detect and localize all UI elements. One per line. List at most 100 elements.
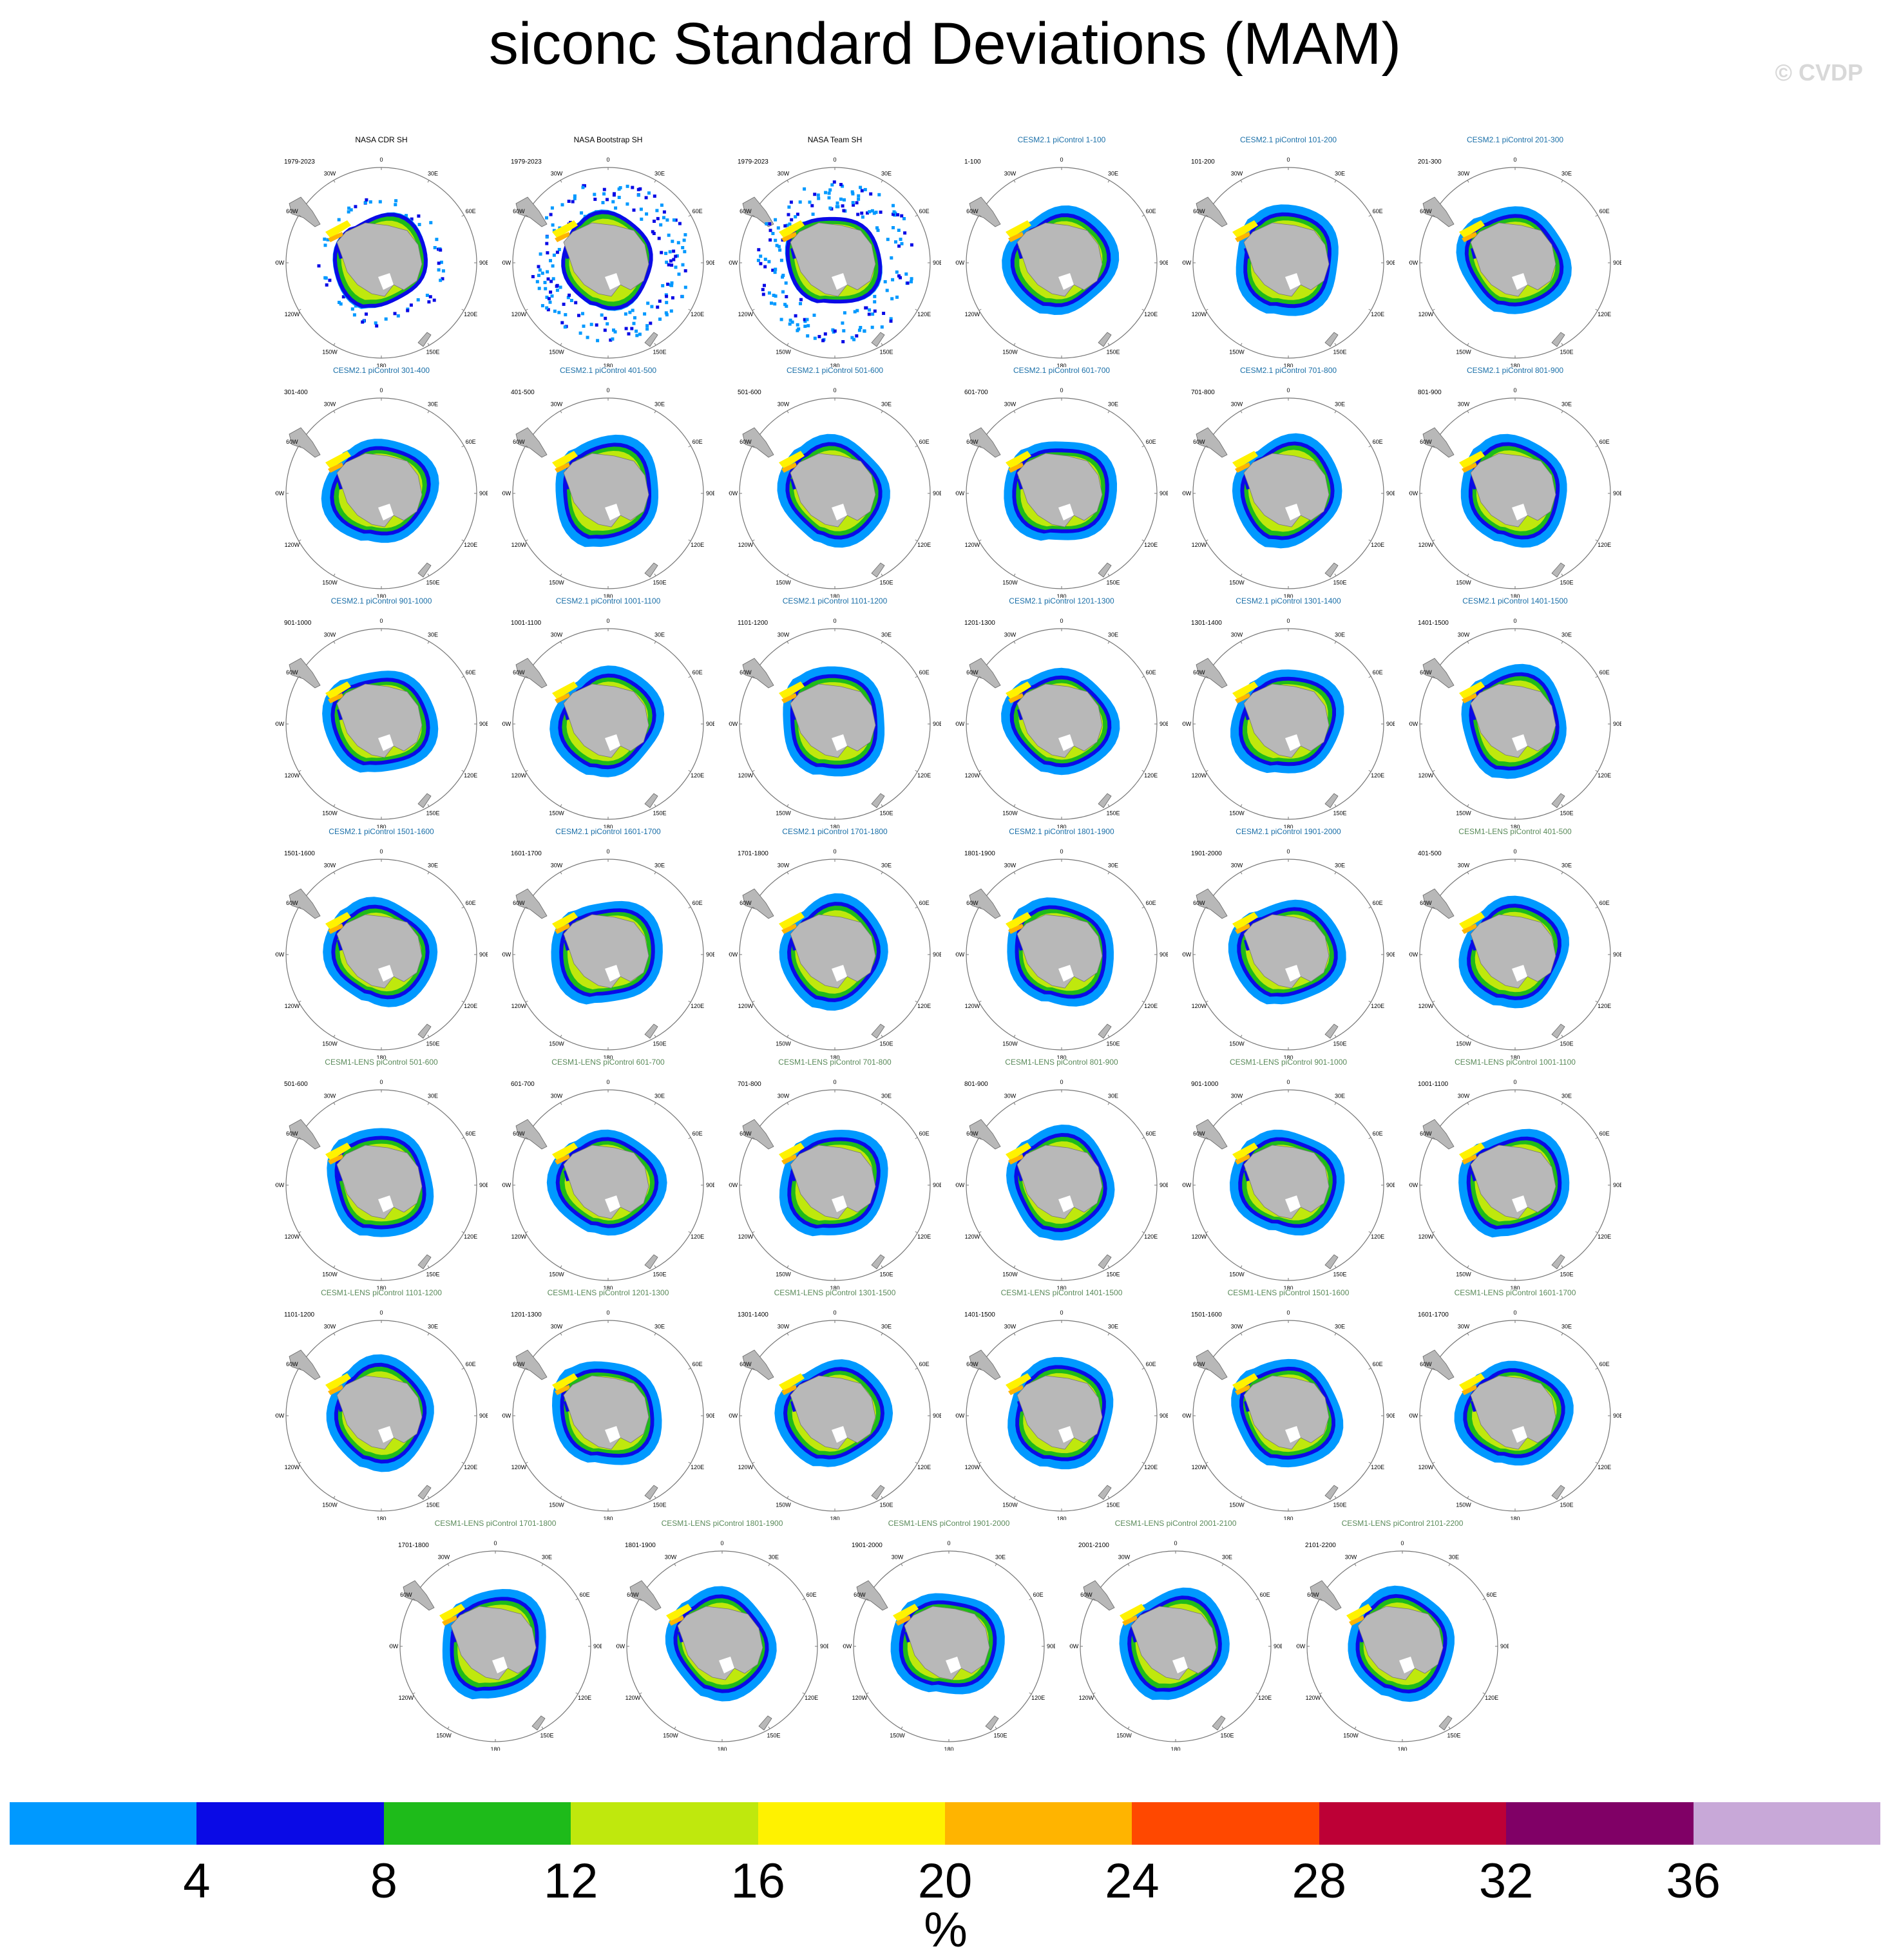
- sea-ice-std-band-20-24: [552, 220, 578, 238]
- lon-tick: [461, 676, 464, 678]
- label-lon-150w: 150W: [322, 580, 338, 586]
- polar-map: 030E60E90E120E150E180150W120W90W60W30W: [275, 1079, 488, 1289]
- sea-ice-std-band-20-24: [666, 1604, 692, 1622]
- label-lon-150w: 150W: [549, 1502, 564, 1508]
- antarctica-land: [336, 1375, 423, 1450]
- sea-ice-pixel: [645, 327, 649, 331]
- lon-tick: [978, 445, 982, 448]
- label-lon-30e: 30E: [1561, 401, 1572, 407]
- label-lon-150w: 150W: [776, 1041, 791, 1047]
- label-lon-90e: 90E: [933, 951, 941, 958]
- lon-tick: [1368, 1000, 1371, 1003]
- sea-ice-pixel: [882, 312, 886, 315]
- sea-ice-pixel: [877, 193, 881, 196]
- sea-ice-std-band-24-28: [1462, 1154, 1477, 1165]
- sea-ice-pixel: [638, 332, 642, 336]
- panel-title: CESM1-LENS piControl 701-800: [778, 1058, 892, 1067]
- lon-tick: [427, 1333, 430, 1336]
- lon-tick: [881, 1102, 883, 1105]
- sea-ice-pixel: [773, 302, 777, 306]
- lon-tick: [298, 1461, 301, 1464]
- sea-ice-pixel: [540, 271, 544, 275]
- sea-ice-pixel: [835, 201, 839, 205]
- ross-ice-shelf: [1058, 734, 1074, 751]
- sea-ice-pixel: [635, 334, 639, 338]
- lon-tick: [1141, 770, 1145, 772]
- lon-tick: [1561, 410, 1563, 414]
- map-panel: CESM2.1 piControl 1101-1200 1101-1200 0 30E…: [729, 596, 941, 828]
- lon-tick: [1240, 1102, 1243, 1105]
- label-lon-90e: 90E: [933, 490, 941, 497]
- lon-tick: [654, 1333, 656, 1336]
- sea-ice-pixel: [393, 312, 397, 316]
- polar-map: 030E60E90E120E150E180150W120W90W60W30W: [729, 848, 941, 1059]
- sea-ice-pixel: [821, 339, 825, 343]
- panel-title: CESM2.1 piControl 501-600: [786, 366, 884, 375]
- new-zealand-land: [417, 562, 432, 578]
- label-lon-60w: 60W: [966, 439, 978, 445]
- polar-map: 030E60E90E120E150E180150W120W90W60W30W: [1409, 848, 1621, 1059]
- sea-ice-std-band-20-24: [779, 220, 805, 238]
- sea-ice-pixel: [339, 302, 343, 306]
- lon-tick: [412, 1692, 415, 1695]
- lon-tick: [298, 770, 301, 772]
- label-lon-60w: 60W: [400, 1592, 412, 1598]
- south-america-land: [742, 427, 774, 458]
- sea-ice-std-band-20-24: [439, 1604, 465, 1622]
- lon-tick: [427, 1265, 430, 1268]
- sea-ice-pixel: [903, 231, 907, 235]
- sea-ice-std-band-24-28: [1008, 1385, 1024, 1395]
- label-lon-180: 180: [1510, 363, 1520, 367]
- lon-tick: [333, 410, 336, 414]
- sea-ice-pixel: [892, 204, 895, 207]
- sea-ice-pixel: [674, 218, 678, 222]
- sea-ice-pixel: [665, 218, 669, 222]
- sea-ice-pixel: [632, 321, 636, 325]
- map-panel: CESM1-LENS piControl 901-1000 901-1000 0 30…: [1182, 1058, 1395, 1289]
- polar-map: 030E60E90E120E150E180150W120W90W60W30W: [502, 1079, 714, 1289]
- ross-ice-shelf: [1512, 1195, 1527, 1212]
- sea-ice-pixel: [553, 309, 557, 313]
- south-america-land: [1196, 1119, 1228, 1150]
- sea-ice-pixel: [803, 318, 807, 321]
- new-zealand-land: [1098, 1023, 1112, 1039]
- label-lon-120e: 120E: [1485, 1695, 1498, 1701]
- new-zealand-land: [644, 562, 658, 578]
- lon-tick: [1368, 770, 1371, 772]
- sea-ice-pixel: [611, 200, 615, 204]
- colorbar-tick-label: 28: [1292, 1854, 1347, 1908]
- lon-tick: [881, 180, 883, 183]
- map-panel: CESM2.1 piControl 1-1001-100030E60E90E12…: [955, 135, 1168, 367]
- lon-tick: [1368, 906, 1371, 909]
- lon-tick: [525, 770, 528, 772]
- sea-ice-pixel: [805, 318, 809, 321]
- antarctica-land: [1357, 1606, 1444, 1680]
- sea-ice-pixel: [595, 323, 598, 327]
- panel-title: CESM2.1 piControl 1501-1600: [329, 827, 434, 836]
- lon-tick: [787, 804, 789, 807]
- lon-tick: [881, 1265, 883, 1268]
- ross-ice-shelf: [378, 965, 394, 982]
- label-lon-30e: 30E: [654, 1323, 665, 1329]
- sea-ice-pixel: [417, 214, 421, 218]
- lon-tick: [333, 180, 336, 183]
- lon-tick: [915, 445, 918, 448]
- sea-ice-pixel: [775, 243, 779, 247]
- lon-tick: [1368, 214, 1371, 217]
- label-lon-120w: 120W: [1418, 772, 1434, 779]
- label-lon-60e: 60E: [919, 208, 930, 214]
- panel-title: CESM2.1 piControl 1901-2000: [1236, 827, 1341, 836]
- sea-ice-std-band-20-24: [1006, 220, 1031, 238]
- label-lon-150e: 150E: [1106, 1041, 1120, 1047]
- lon-tick: [525, 676, 528, 678]
- south-america-land: [629, 1580, 662, 1611]
- label-lon-0: 0: [1060, 1079, 1063, 1085]
- lon-tick: [752, 445, 755, 448]
- lon-tick: [866, 1692, 869, 1695]
- label-lon-120e: 120E: [917, 1003, 931, 1009]
- lon-tick: [1240, 573, 1243, 576]
- ross-ice-shelf: [1058, 965, 1074, 982]
- sea-ice-pixel: [653, 220, 656, 223]
- lon-tick: [802, 1598, 805, 1601]
- panel-title: CESM2.1 piControl 1801-1900: [1009, 827, 1114, 836]
